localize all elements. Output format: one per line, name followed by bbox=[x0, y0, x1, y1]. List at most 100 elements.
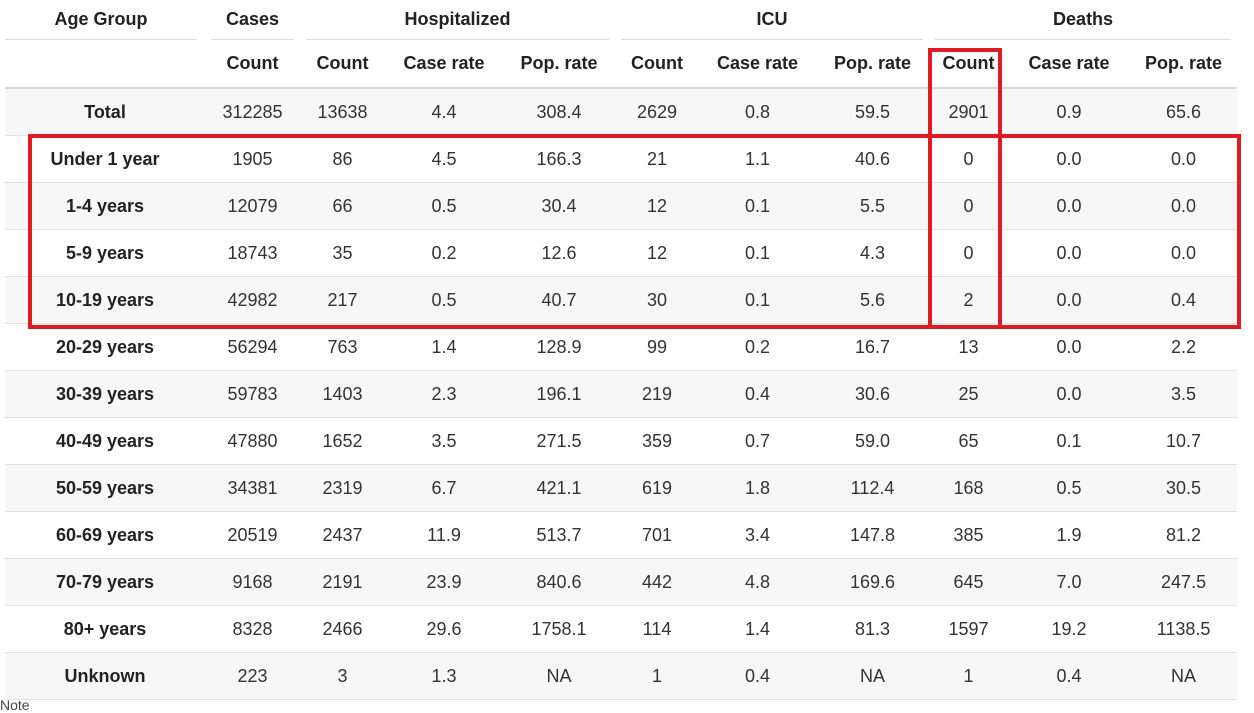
deaths-count-cell: 0 bbox=[929, 135, 1009, 183]
deaths-pop-rate-cell: 3.5 bbox=[1130, 370, 1238, 418]
age-group-table-container: Age Group Cases Hospitalized ICU Deaths … bbox=[5, 0, 1238, 700]
age-group-table: Age Group Cases Hospitalized ICU Deaths … bbox=[5, 0, 1238, 700]
deaths-count-cell: 1 bbox=[929, 652, 1009, 700]
hosp-pop-rate-cell: 166.3 bbox=[503, 135, 616, 183]
table-row: 30-39 years 59783 1403 2.3 196.1 219 0.4 30.6 25… bbox=[5, 370, 1238, 418]
age-group-cell: Total bbox=[5, 88, 205, 136]
deaths-case-rate-cell: 0.9 bbox=[1008, 88, 1131, 136]
age-column-header-blank bbox=[5, 40, 205, 89]
icu-count-cell: 12 bbox=[615, 182, 700, 230]
table-row: 20-29 years 56294 763 1.4 128.9 99 0.2 16.7 13 0.… bbox=[5, 323, 1238, 371]
cases-count-cell: 223 bbox=[205, 652, 300, 700]
icu-pop-rate-cell: 4.3 bbox=[816, 229, 930, 277]
column-header-row: Count Count Case rate Pop. rate Count Ca… bbox=[5, 40, 1238, 89]
deaths-pop-rate-cell: 65.6 bbox=[1130, 88, 1238, 136]
table-row: 50-59 years 34381 2319 6.7 421.1 619 1.8 112.4 1… bbox=[5, 464, 1238, 512]
age-group-cell: 80+ years bbox=[5, 605, 205, 653]
icu-case-rate-cell: 0.2 bbox=[699, 323, 817, 371]
icu-count-cell: 12 bbox=[615, 229, 700, 277]
deaths-count-cell: 65 bbox=[929, 417, 1009, 465]
icu-case-rate-cell: 1.4 bbox=[699, 605, 817, 653]
icu-count-cell: 359 bbox=[615, 417, 700, 465]
icu-pop-rate-cell: NA bbox=[816, 652, 930, 700]
icu-count-cell: 219 bbox=[615, 370, 700, 418]
table-row: Total 312285 13638 4.4 308.4 2629 0.8 59.5 2901 0… bbox=[5, 88, 1238, 136]
icu-group-header: ICU bbox=[615, 0, 929, 40]
hosp-count-cell: 217 bbox=[300, 276, 385, 324]
hosp-pop-rate-header[interactable]: Pop. rate bbox=[503, 40, 616, 89]
icu-count-cell: 2629 bbox=[615, 88, 700, 136]
cases-group-header: Cases bbox=[205, 0, 300, 40]
cases-count-cell: 59783 bbox=[205, 370, 300, 418]
cases-count-header[interactable]: Count bbox=[205, 40, 300, 89]
hosp-count-header[interactable]: Count bbox=[300, 40, 385, 89]
icu-case-rate-cell: 0.8 bbox=[699, 88, 817, 136]
icu-pop-rate-cell: 5.6 bbox=[816, 276, 930, 324]
deaths-case-rate-cell: 0.0 bbox=[1008, 182, 1131, 230]
hosp-case-rate-cell: 0.2 bbox=[385, 229, 503, 277]
table-row: 1-4 years 12079 66 0.5 30.4 12 0.1 5.5 0 0.0 0.0 bbox=[5, 182, 1238, 230]
deaths-case-rate-cell: 0.4 bbox=[1008, 652, 1131, 700]
deaths-count-cell: 0 bbox=[929, 182, 1009, 230]
icu-case-rate-cell: 1.1 bbox=[699, 135, 817, 183]
deaths-pop-rate-header[interactable]: Pop. rate bbox=[1130, 40, 1238, 89]
deaths-case-rate-cell: 0.0 bbox=[1008, 323, 1131, 371]
hosp-pop-rate-cell: 1758.1 bbox=[503, 605, 616, 653]
hosp-count-cell: 2191 bbox=[300, 558, 385, 606]
icu-count-cell: 30 bbox=[615, 276, 700, 324]
hosp-case-rate-cell: 1.4 bbox=[385, 323, 503, 371]
hosp-case-rate-cell: 6.7 bbox=[385, 464, 503, 512]
icu-pop-rate-header[interactable]: Pop. rate bbox=[816, 40, 930, 89]
footer-note: Note bbox=[0, 697, 30, 713]
age-group-header[interactable]: Age Group bbox=[5, 0, 205, 40]
age-group-cell: Unknown bbox=[5, 652, 205, 700]
hosp-count-cell: 1652 bbox=[300, 417, 385, 465]
hosp-case-rate-cell: 3.5 bbox=[385, 417, 503, 465]
hosp-pop-rate-cell: 128.9 bbox=[503, 323, 616, 371]
deaths-case-rate-cell: 1.9 bbox=[1008, 511, 1131, 559]
deaths-count-header[interactable]: Count bbox=[929, 40, 1009, 89]
hosp-count-cell: 2437 bbox=[300, 511, 385, 559]
deaths-case-rate-header[interactable]: Case rate bbox=[1008, 40, 1131, 89]
deaths-case-rate-cell: 7.0 bbox=[1008, 558, 1131, 606]
hosp-count-cell: 763 bbox=[300, 323, 385, 371]
cases-count-cell: 12079 bbox=[205, 182, 300, 230]
table-row: 5-9 years 18743 35 0.2 12.6 12 0.1 4.3 0 0.0 0.0 bbox=[5, 229, 1238, 277]
age-group-cell: 30-39 years bbox=[5, 370, 205, 418]
icu-count-cell: 701 bbox=[615, 511, 700, 559]
icu-count-cell: 619 bbox=[615, 464, 700, 512]
hosp-count-cell: 66 bbox=[300, 182, 385, 230]
hosp-case-rate-cell: 29.6 bbox=[385, 605, 503, 653]
age-group-cell: 5-9 years bbox=[5, 229, 205, 277]
age-group-cell: 60-69 years bbox=[5, 511, 205, 559]
icu-count-header[interactable]: Count bbox=[615, 40, 700, 89]
table-row: 10-19 years 42982 217 0.5 40.7 30 0.1 5.6 2 0.0 0.… bbox=[5, 276, 1238, 324]
hosp-count-cell: 86 bbox=[300, 135, 385, 183]
hosp-pop-rate-cell: 421.1 bbox=[503, 464, 616, 512]
icu-count-cell: 114 bbox=[615, 605, 700, 653]
icu-count-cell: 1 bbox=[615, 652, 700, 700]
hosp-case-rate-cell: 4.5 bbox=[385, 135, 503, 183]
icu-case-rate-cell: 0.4 bbox=[699, 652, 817, 700]
cases-count-cell: 18743 bbox=[205, 229, 300, 277]
deaths-count-cell: 0 bbox=[929, 229, 1009, 277]
hosp-pop-rate-cell: 271.5 bbox=[503, 417, 616, 465]
hosp-pop-rate-cell: 12.6 bbox=[503, 229, 616, 277]
deaths-case-rate-cell: 0.0 bbox=[1008, 276, 1131, 324]
deaths-count-cell: 25 bbox=[929, 370, 1009, 418]
deaths-count-cell: 2 bbox=[929, 276, 1009, 324]
icu-case-rate-cell: 1.8 bbox=[699, 464, 817, 512]
cases-count-cell: 42982 bbox=[205, 276, 300, 324]
hosp-case-rate-header[interactable]: Case rate bbox=[385, 40, 503, 89]
icu-case-rate-header[interactable]: Case rate bbox=[699, 40, 817, 89]
hosp-case-rate-cell: 1.3 bbox=[385, 652, 503, 700]
table-row: 40-49 years 47880 1652 3.5 271.5 359 0.7 59.0 65… bbox=[5, 417, 1238, 465]
icu-count-cell: 99 bbox=[615, 323, 700, 371]
deaths-case-rate-cell: 19.2 bbox=[1008, 605, 1131, 653]
icu-pop-rate-cell: 5.5 bbox=[816, 182, 930, 230]
icu-case-rate-cell: 0.7 bbox=[699, 417, 817, 465]
hosp-count-cell: 2466 bbox=[300, 605, 385, 653]
deaths-pop-rate-cell: 0.0 bbox=[1130, 229, 1238, 277]
hosp-count-cell: 2319 bbox=[300, 464, 385, 512]
cases-count-cell: 20519 bbox=[205, 511, 300, 559]
